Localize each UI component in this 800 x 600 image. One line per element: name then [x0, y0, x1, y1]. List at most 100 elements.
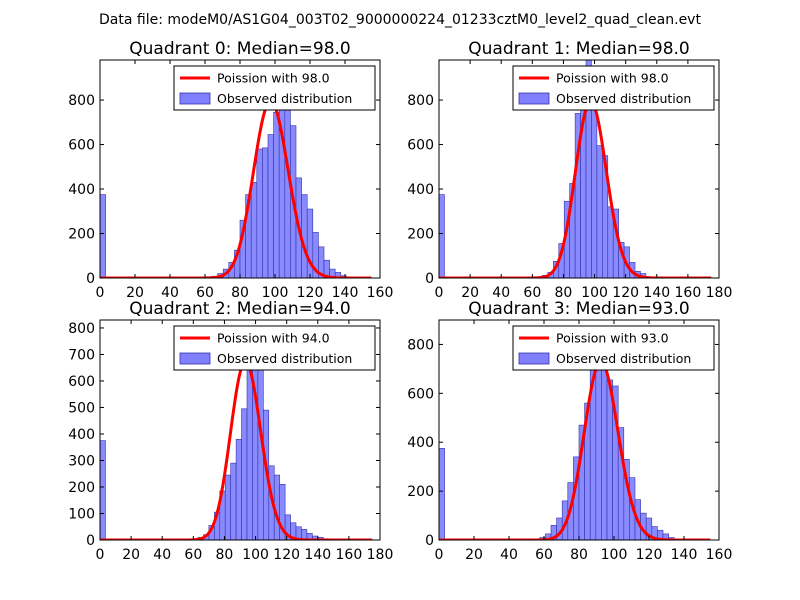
x-tick-label: 80 — [570, 547, 588, 563]
histogram-bar — [439, 448, 445, 540]
x-tick-label: 20 — [126, 285, 144, 301]
x-tick-label: 140 — [643, 285, 670, 301]
legend: Poission with 98.0 Observed distribution — [512, 65, 715, 111]
y-tick-label: 0 — [425, 271, 434, 287]
legend-label-poisson: Poission with 93.0 — [556, 331, 669, 346]
histogram-bar — [273, 111, 280, 278]
histogram-bar — [262, 147, 269, 278]
x-tick-label: 160 — [367, 285, 394, 301]
y-tick-label: 200 — [407, 484, 434, 500]
y-tick-label: 200 — [407, 227, 434, 243]
axes-frame — [99, 319, 381, 541]
x-tick-label: 100 — [601, 547, 628, 563]
figure-suptitle: Data file: modeM0/AS1G04_003T02_90000002… — [99, 12, 701, 28]
y-tick-label: 200 — [68, 227, 95, 243]
histogram-bar — [230, 462, 237, 540]
y-tick-label: 800 — [68, 321, 95, 337]
y-tick-label: 700 — [68, 347, 95, 363]
legend-label-poisson: Poission with 94.0 — [217, 331, 330, 346]
y-tick-label: 400 — [407, 435, 434, 451]
histogram-bar — [606, 379, 613, 540]
subplot-quadrant-2: 0 20 40 60 80 100 120 140 160 1800100200300400500… — [68, 299, 393, 563]
histogram-bar — [591, 95, 598, 278]
poisson-curve — [100, 99, 372, 278]
y-tick-label: 600 — [68, 374, 95, 390]
histogram-bar — [246, 367, 253, 540]
histogram-bar — [267, 134, 274, 278]
subplot-quadrant-0: 0 20 40 60 80 100 120 140 160 0 200 400 600 800 Quadra… — [68, 39, 393, 301]
x-tick-label: 80 — [555, 285, 573, 301]
histogram-bar — [256, 148, 263, 278]
x-tick-label: 160 — [706, 547, 733, 563]
x-tick-label: 140 — [671, 547, 698, 563]
y-tick-label: 600 — [407, 138, 434, 154]
legend: Poission with 94.0 Observed distribution — [173, 325, 376, 371]
histogram-bar — [100, 194, 106, 278]
x-tick-label: 140 — [332, 285, 359, 301]
subplot-quadrant-1: 0 20 40 60 80 100 120 140 160 180 0 200 400 600 800 Qua… — [407, 39, 732, 301]
legend-bar-swatch — [179, 352, 211, 365]
y-tick-label: 600 — [407, 386, 434, 402]
y-tick-label: 800 — [68, 93, 95, 109]
legend-label-poisson: Poission with 98.0 — [556, 71, 669, 86]
y-tick-label: 800 — [407, 337, 434, 353]
x-tick-label: 100 — [242, 547, 269, 563]
histogram-bar — [439, 194, 445, 278]
y-tick-label: 100 — [68, 506, 95, 522]
x-tick-label: 20 — [461, 285, 479, 301]
x-tick-label: 40 — [492, 285, 510, 301]
y-tick-label: 400 — [68, 427, 95, 443]
x-tick-label: 120 — [297, 285, 324, 301]
subplot-title: Quadrant 1: Median=98.0 — [468, 39, 690, 59]
y-tick-label: 0 — [86, 533, 95, 549]
y-tick-label: 400 — [407, 182, 434, 198]
x-tick-label: 60 — [523, 285, 541, 301]
histogram-bar — [278, 85, 286, 278]
subplot-grid: 0 20 40 60 80 100 120 140 1600200400600800Quadra… — [68, 39, 732, 563]
legend-bar-swatch — [518, 92, 550, 105]
legend-bar-swatch — [179, 92, 211, 105]
histogram-bar — [596, 145, 603, 278]
x-tick-label: 40 — [161, 285, 179, 301]
legend-label-observed: Observed distribution — [217, 351, 352, 366]
histogram — [439, 60, 652, 278]
x-tick-label: 0 — [435, 285, 444, 301]
y-tick-label: 600 — [68, 138, 95, 154]
x-tick-label: 60 — [535, 547, 553, 563]
poisson-curve — [100, 359, 373, 540]
x-tick-label: 160 — [336, 547, 363, 563]
y-tick-label: 300 — [68, 453, 95, 469]
legend-label-observed: Observed distribution — [556, 351, 691, 366]
subplot-title: Quadrant 3: Median=93.0 — [468, 299, 690, 319]
histogram-bar — [224, 474, 231, 540]
x-tick-label: 180 — [367, 547, 394, 563]
y-tick-label: 0 — [86, 271, 95, 287]
x-tick-label: 0 — [96, 285, 105, 301]
x-tick-label: 0 — [96, 547, 105, 563]
x-tick-label: 120 — [636, 547, 663, 563]
x-tick-label: 100 — [581, 285, 608, 301]
x-tick-label: 40 — [153, 547, 171, 563]
x-tick-label: 60 — [196, 285, 214, 301]
y-tick-label: 200 — [68, 480, 95, 496]
y-tick-label: 500 — [68, 400, 95, 416]
x-tick-label: 100 — [262, 285, 289, 301]
histogram-bar — [235, 438, 242, 540]
histogram-bar — [100, 440, 106, 540]
x-tick-label: 120 — [273, 547, 300, 563]
x-tick-label: 80 — [216, 547, 234, 563]
axes-frame — [438, 59, 720, 279]
x-tick-label: 140 — [304, 547, 331, 563]
x-tick-label: 120 — [612, 285, 639, 301]
legend-label-observed: Observed distribution — [217, 91, 352, 106]
histogram-bar — [250, 182, 258, 278]
x-tick-label: 0 — [435, 547, 444, 563]
legend-bar-swatch — [518, 352, 550, 365]
legend: Poission with 93.0 Observed distribution — [512, 325, 715, 371]
legend-box — [173, 325, 376, 371]
histogram-bar — [241, 408, 248, 540]
y-tick-label: 400 — [68, 182, 95, 198]
y-tick-label: 0 — [425, 533, 434, 549]
x-tick-label: 60 — [184, 547, 202, 563]
